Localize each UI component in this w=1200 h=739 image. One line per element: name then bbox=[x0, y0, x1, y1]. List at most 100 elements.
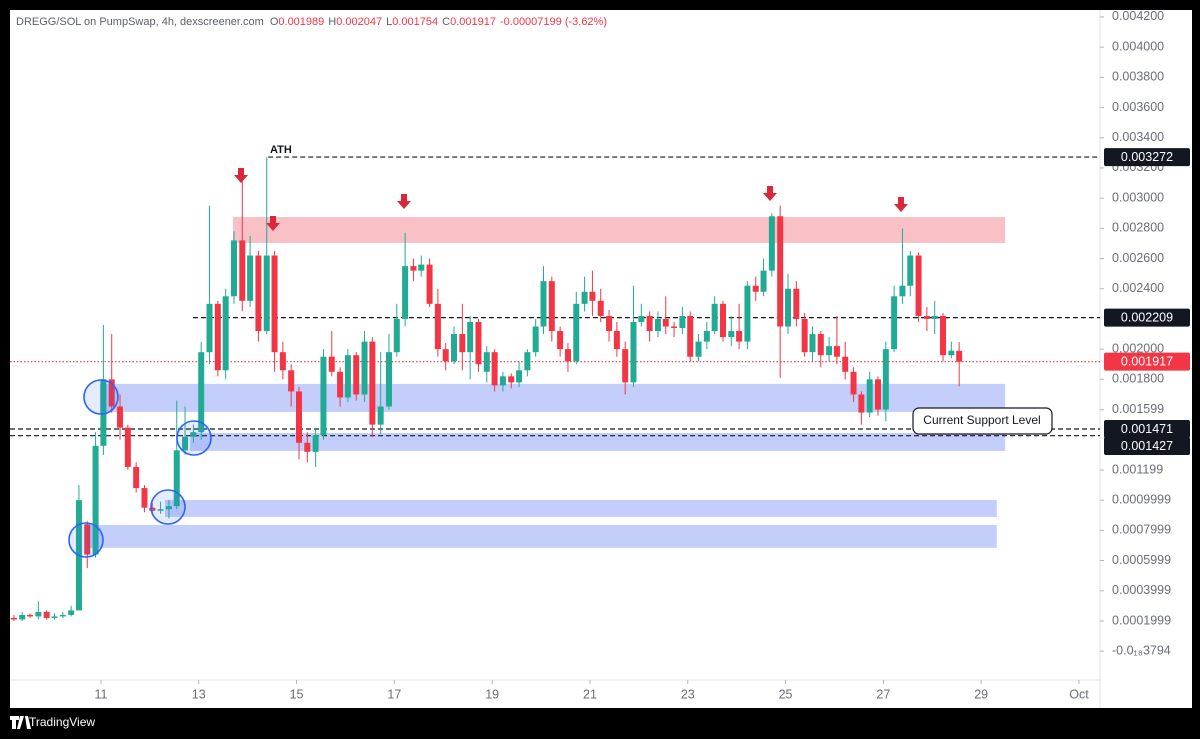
candle-body bbox=[850, 371, 857, 395]
candle-body bbox=[361, 341, 368, 395]
candle-body bbox=[744, 285, 751, 342]
candle-body bbox=[638, 315, 645, 322]
arrow bbox=[266, 216, 280, 231]
candle-body bbox=[597, 300, 604, 316]
circle bbox=[68, 522, 104, 558]
header-title: DREGG/SOL on PumpSwap, 4h, dexscreener.c… bbox=[16, 16, 264, 28]
candle-body bbox=[915, 255, 922, 316]
candle-body bbox=[793, 288, 800, 319]
candle-body bbox=[752, 285, 759, 292]
level-tag bbox=[1104, 308, 1190, 327]
ohlc-key: H bbox=[328, 16, 336, 28]
y-tick-label: 0.0005999 bbox=[1112, 553, 1171, 567]
candle-body bbox=[695, 341, 702, 357]
candle-body bbox=[369, 341, 376, 425]
x-tick-label: 11 bbox=[94, 687, 107, 701]
candle-body bbox=[801, 318, 808, 353]
candle-body bbox=[402, 266, 409, 319]
zone bbox=[189, 432, 1006, 451]
arrow bbox=[763, 186, 777, 201]
zone bbox=[232, 217, 1006, 243]
candle-body bbox=[43, 611, 50, 618]
candle-body bbox=[459, 334, 466, 353]
y-tick-label: 0.004000 bbox=[1112, 39, 1164, 53]
level-tag bbox=[1104, 352, 1190, 371]
zone bbox=[165, 499, 997, 517]
level-label: 0.001917 bbox=[1121, 354, 1173, 368]
axes: 0.004200 0.004000 0.003800 0.003600 0.003400… bbox=[94, 9, 1190, 701]
candle-body bbox=[891, 296, 898, 350]
chart-background bbox=[10, 10, 1192, 708]
arrow bbox=[894, 197, 908, 212]
candle-body bbox=[377, 406, 384, 425]
candle-body bbox=[230, 240, 237, 297]
candle-body bbox=[882, 349, 889, 410]
candle-body bbox=[524, 352, 531, 371]
x-tick-label: 15 bbox=[290, 687, 304, 701]
y-tick-label: 0.003400 bbox=[1112, 130, 1164, 144]
candle-body bbox=[312, 435, 319, 452]
level-label: 0.001471 bbox=[1121, 422, 1173, 436]
candle-body bbox=[92, 445, 99, 555]
candle-body bbox=[858, 394, 865, 413]
candle-body bbox=[589, 291, 596, 301]
y-tick-label: 0.003600 bbox=[1112, 100, 1164, 114]
y-tick-label: 0.0003999 bbox=[1112, 583, 1171, 597]
candle-body bbox=[483, 352, 490, 372]
candle-body bbox=[671, 326, 678, 329]
candle-body bbox=[165, 506, 172, 510]
candle-body bbox=[548, 281, 555, 332]
zones bbox=[84, 217, 1006, 548]
candle-body bbox=[84, 524, 91, 555]
y-tick-label: 0.0007999 bbox=[1112, 523, 1171, 537]
candle-body bbox=[508, 376, 515, 383]
candle-body bbox=[940, 315, 947, 356]
arrows bbox=[234, 168, 908, 231]
candle-body bbox=[410, 266, 417, 271]
highlight-circles bbox=[68, 379, 212, 558]
candle-body bbox=[931, 315, 938, 319]
candle-body bbox=[271, 255, 278, 353]
candle-body bbox=[581, 291, 588, 304]
candle-body bbox=[353, 355, 360, 395]
x-tick-label: 25 bbox=[779, 687, 793, 701]
candle-body bbox=[206, 303, 213, 353]
candle-body bbox=[948, 350, 955, 356]
candle-body bbox=[222, 296, 229, 371]
candle-body bbox=[817, 334, 824, 356]
candle-body bbox=[68, 610, 75, 615]
candle-body bbox=[198, 352, 205, 433]
ohlc-key: L bbox=[386, 16, 392, 28]
candle-body bbox=[10, 617, 17, 620]
ohlc-value: 0.001917 bbox=[450, 16, 496, 28]
level-label: 0.002209 bbox=[1121, 310, 1173, 324]
y-tick-label: 0.001599 bbox=[1112, 402, 1164, 416]
ohlc-value: 0.001989 bbox=[278, 16, 324, 28]
support-label: Current Support Level bbox=[923, 413, 1040, 427]
candle-body bbox=[451, 334, 458, 362]
candle-body bbox=[263, 255, 270, 332]
y-tick-label: 0.001800 bbox=[1112, 372, 1164, 386]
candle-body bbox=[59, 614, 66, 617]
y-tick-label: -0.0₁₈3794 bbox=[1112, 643, 1171, 657]
candle-body bbox=[907, 255, 914, 286]
y-tick-label: 0.003000 bbox=[1112, 190, 1164, 204]
x-tick-label: 17 bbox=[387, 687, 401, 701]
y-tick-label: 0.0009999 bbox=[1112, 492, 1171, 506]
y-tick-label: 0.0001999 bbox=[1112, 613, 1171, 627]
level-label: 0.001427 bbox=[1121, 439, 1173, 453]
change: -0.00007199 (-3.62%) bbox=[500, 16, 607, 28]
candle-body bbox=[214, 303, 221, 371]
candle-body bbox=[679, 315, 686, 329]
candle-body bbox=[418, 264, 425, 271]
ohlc-key: C bbox=[442, 16, 450, 28]
y-tick-label: 0.001199 bbox=[1112, 462, 1163, 476]
candle-body bbox=[255, 255, 262, 332]
circle bbox=[150, 489, 186, 525]
candle-body bbox=[540, 281, 547, 327]
candle-body bbox=[785, 288, 792, 327]
ath-label: ATH bbox=[270, 144, 292, 156]
candle-body bbox=[516, 370, 523, 383]
x-tick-label: 23 bbox=[681, 687, 695, 701]
arrow bbox=[234, 168, 248, 183]
